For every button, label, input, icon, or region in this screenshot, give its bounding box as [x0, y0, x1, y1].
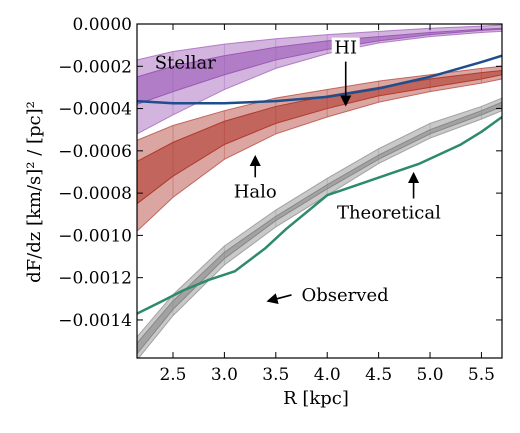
y-tick-label: −0.0010: [58, 226, 132, 246]
x-tick-label: 5.5: [468, 365, 495, 385]
annotation-label: HI: [334, 38, 357, 59]
series-line-observed: [137, 115, 502, 315]
x-tick-label: 3.0: [211, 365, 238, 385]
annotation-observed: Observed: [266, 285, 389, 306]
annotation-label: Theoretical: [337, 202, 441, 223]
band-inner-theoretical: [137, 101, 502, 355]
y-tick-label: 0.0000: [73, 15, 132, 35]
annotation-label: Stellar: [155, 52, 216, 73]
annotation-label: Halo: [234, 181, 277, 202]
x-tick-label: 4.5: [365, 365, 392, 385]
y-tick-label: −0.0014: [58, 311, 132, 331]
y-axis: 0.0000 −0.0002 −0.0004 −0.0006 −0.0008 −0.001…: [58, 15, 502, 331]
band-stellar: [137, 24, 502, 135]
y-axis-title: dF/dz [km/s]² / [pc]²: [24, 101, 45, 283]
annotation-stellar: Stellar: [155, 52, 216, 73]
series-line-hi: [137, 54, 502, 105]
band-inner-stellar: [137, 27, 502, 105]
band-outer-stellar: [137, 24, 502, 135]
annotation-halo: Halo: [234, 154, 277, 202]
x-tick-label: 3.5: [262, 365, 289, 385]
annotation-label: Observed: [302, 285, 389, 306]
x-tick-label: 5.0: [417, 365, 444, 385]
x-axis-title: R [kpc]: [283, 388, 349, 409]
band-inner-halo: [137, 70, 502, 205]
x-tick-label: 4.0: [314, 365, 341, 385]
bands-layer: [137, 24, 502, 358]
y-tick-label: −0.0002: [58, 57, 132, 77]
band-theoretical: [137, 97, 502, 358]
y-tick-label: −0.0004: [58, 100, 132, 120]
annotation-label-bg: [331, 37, 360, 60]
annotation-theoretical: Theoretical: [337, 171, 441, 223]
x-axis: 2.5 3.0 3.5 4.0 4.5 5.0 5.5: [159, 24, 495, 385]
band-outer-theoretical: [137, 97, 502, 358]
y-tick-label: −0.0012: [58, 269, 132, 289]
plot-frame: [136, 23, 503, 359]
y-tick-label: −0.0008: [58, 184, 132, 204]
lines-layer: [137, 54, 502, 315]
y-tick-label: −0.0006: [58, 142, 132, 162]
annotation-arrow: [266, 293, 292, 305]
annotation-hi: HI: [331, 37, 360, 107]
band-halo: [137, 65, 502, 232]
x-tick-label: 2.5: [159, 365, 186, 385]
annotations-layer: Stellar HI Halo Theoretical Observed: [155, 37, 441, 306]
